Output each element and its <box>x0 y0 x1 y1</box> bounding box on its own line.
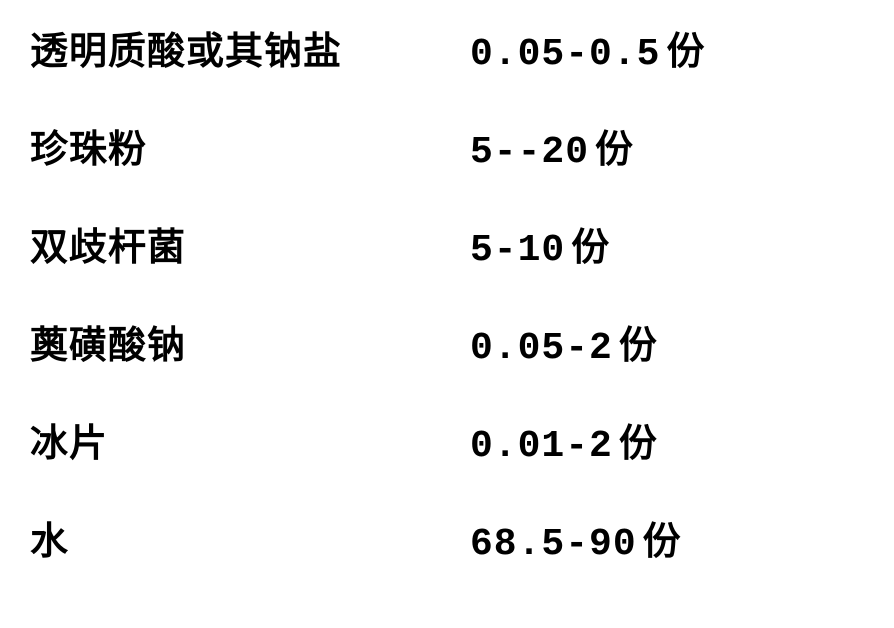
ingredient-table: 透明质酸或其钠盐 0.05-0.5 份 珍珠粉 5--20 份 双歧杆菌 5-1… <box>0 0 894 628</box>
ingredient-label: 水 <box>30 510 470 565</box>
ingredient-value: 0.05-2 <box>470 327 613 370</box>
table-row: 冰片 0.01-2 份 <box>30 412 864 468</box>
ingredient-unit: 份 <box>619 412 657 467</box>
ingredient-value-wrap: 0.05-0.5 份 <box>470 20 704 76</box>
ingredient-unit: 份 <box>643 510 681 565</box>
ingredient-label: 珍珠粉 <box>30 118 470 173</box>
table-row: 双歧杆菌 5-10 份 <box>30 216 864 272</box>
ingredient-value-wrap: 0.05-2 份 <box>470 314 657 370</box>
table-row: 珍珠粉 5--20 份 <box>30 118 864 174</box>
table-row: 水 68.5-90 份 <box>30 510 864 566</box>
ingredient-label: 透明质酸或其钠盐 <box>30 20 470 75</box>
ingredient-value: 68.5-90 <box>470 523 637 566</box>
ingredient-label: 薁磺酸钠 <box>30 314 470 369</box>
table-row: 透明质酸或其钠盐 0.05-0.5 份 <box>30 20 864 76</box>
ingredient-unit: 份 <box>595 118 633 173</box>
ingredient-label: 冰片 <box>30 412 470 467</box>
ingredient-unit: 份 <box>666 20 704 75</box>
ingredient-value-wrap: 5-10 份 <box>470 216 609 272</box>
ingredient-value-wrap: 5--20 份 <box>470 118 633 174</box>
ingredient-value-wrap: 68.5-90 份 <box>470 510 681 566</box>
ingredient-value: 0.01-2 <box>470 425 613 468</box>
table-row: 薁磺酸钠 0.05-2 份 <box>30 314 864 370</box>
ingredient-value: 0.05-0.5 <box>470 33 660 76</box>
ingredient-label: 双歧杆菌 <box>30 216 470 271</box>
ingredient-unit: 份 <box>619 314 657 369</box>
ingredient-value: 5--20 <box>470 131 589 174</box>
ingredient-unit: 份 <box>571 216 609 271</box>
ingredient-value: 5-10 <box>470 229 565 272</box>
ingredient-value-wrap: 0.01-2 份 <box>470 412 657 468</box>
